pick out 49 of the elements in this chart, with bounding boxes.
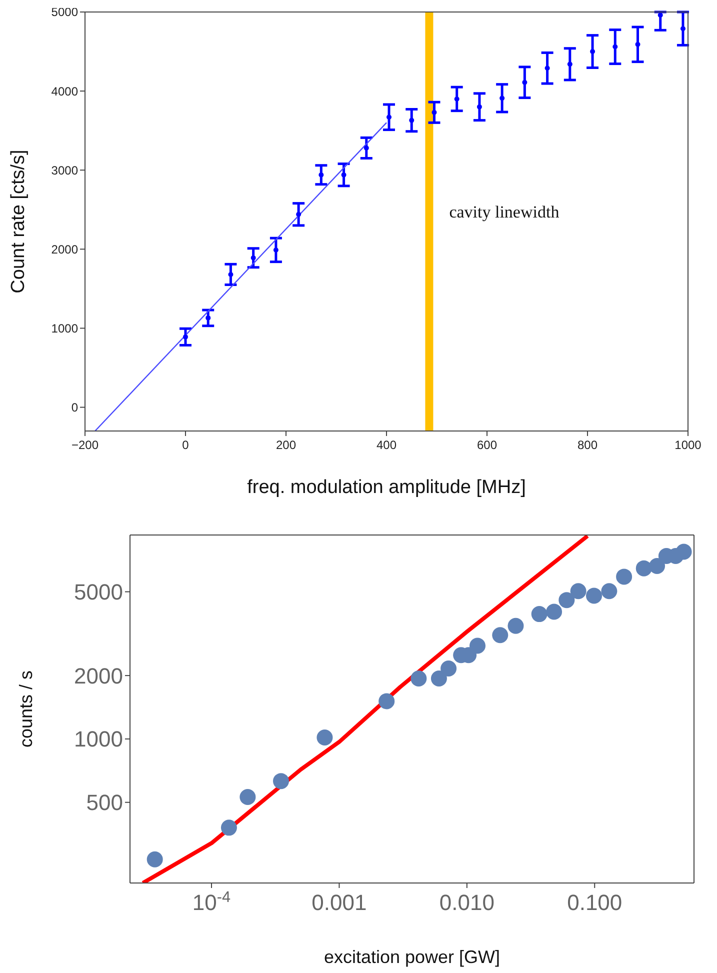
y-tick-label: 0 [71, 400, 78, 414]
x-tick-label: 0.001 [312, 890, 367, 915]
point [500, 96, 505, 101]
point [522, 80, 528, 85]
point [454, 96, 460, 102]
point [250, 255, 256, 260]
point [635, 42, 640, 47]
point [273, 247, 278, 252]
y-tick-label: 2000 [74, 663, 123, 688]
y-axis-title: Count rate [cts/s] [8, 150, 29, 294]
y-tick-label: 2000 [51, 242, 78, 256]
x-tick-label: −200 [71, 438, 99, 452]
point [567, 62, 572, 67]
y-tick-label: 1000 [51, 321, 78, 336]
point [476, 104, 482, 110]
x-tick-label: 200 [276, 438, 296, 452]
y-axis-title: counts / s [16, 670, 36, 748]
point [432, 110, 437, 115]
point [183, 334, 188, 340]
ref-line-label: cavity linewidth [449, 202, 560, 222]
x-tick-label: 0.010 [439, 890, 494, 915]
x-tick-label: 0.100 [567, 890, 622, 915]
point [612, 44, 618, 50]
x-tick-label: 0 [182, 438, 190, 452]
x-tick-label: 1000 [674, 438, 702, 452]
x-axis-title: excitation power [GW] [324, 947, 500, 967]
x-tick-label: 400 [376, 438, 397, 452]
point [658, 12, 663, 18]
point [386, 114, 392, 120]
y-tick-label: 4000 [51, 84, 78, 98]
point [590, 49, 596, 54]
point [296, 212, 302, 217]
point [364, 145, 369, 150]
y-tick-label: 3000 [51, 163, 78, 178]
y-tick-label: 5000 [51, 5, 78, 20]
y-tick-label: 1000 [74, 726, 123, 752]
point [341, 172, 346, 178]
x-tick-label: 600 [476, 438, 498, 452]
point [409, 118, 414, 123]
x-tick-label: 10$^{-4}$ [192, 888, 232, 915]
x-axis-title: freq. modulation amplitude [MHz] [247, 477, 526, 498]
x-tick-label: 800 [577, 438, 598, 452]
point [206, 315, 211, 320]
point [318, 172, 324, 178]
point [680, 26, 686, 32]
y-tick-label: 5000 [74, 579, 123, 604]
y-tick-label: 500 [86, 790, 123, 816]
point [228, 272, 234, 277]
point [544, 66, 550, 71]
